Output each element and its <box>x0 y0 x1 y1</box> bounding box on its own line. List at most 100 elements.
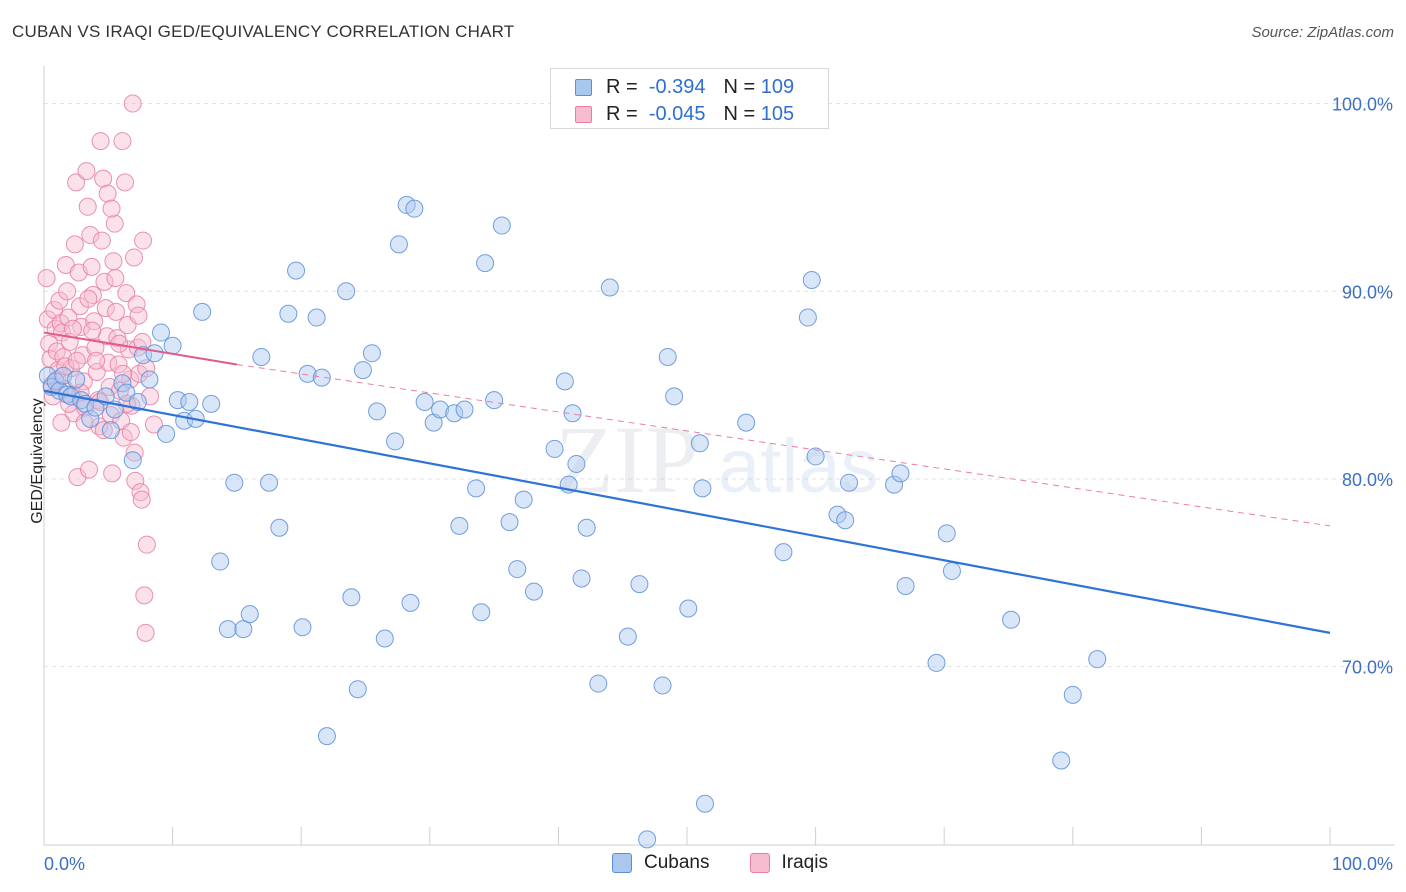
legend-swatch-cubans <box>612 853 632 873</box>
legend-item-cubans: Cubans <box>612 852 710 874</box>
iraqis-point <box>58 282 77 301</box>
watermark: ZIP atlas <box>555 406 879 513</box>
cubans-point <box>293 618 312 637</box>
cubans-point <box>234 620 253 639</box>
legend-label-cubans: Cubans <box>644 852 710 873</box>
legend-n-value: 109 <box>760 75 795 98</box>
iraqis-point <box>107 302 126 321</box>
cubans-point <box>424 413 443 432</box>
series-legend: Cubans Iraqis <box>612 852 868 874</box>
cubans-point <box>348 680 367 699</box>
cubans-point <box>375 629 394 648</box>
cubans-point <box>891 464 910 483</box>
cubans-point <box>163 336 182 355</box>
chart-title: CUBAN VS IRAQI GED/EQUIVALENCY CORRELATI… <box>12 22 515 41</box>
tick-labels: 70.0% 80.0% 90.0% 100.0% 0.0% 100.0% <box>44 95 1393 874</box>
iraqis-point <box>126 471 145 490</box>
cubans-point <box>260 473 279 492</box>
cubans-point <box>152 323 171 342</box>
cubans-point <box>218 620 237 639</box>
cubans-point <box>500 513 519 532</box>
iraqis-point <box>121 423 140 442</box>
cubans-point <box>455 400 474 419</box>
cubans-point <box>942 561 961 580</box>
y-tick-label: 70.0% <box>1342 658 1393 678</box>
cubans-point <box>937 524 956 543</box>
iraqis-point <box>94 421 113 440</box>
iraqis-point <box>137 535 156 554</box>
iraqis-trend-line <box>43 331 238 366</box>
cubans-point <box>737 413 756 432</box>
cubans-point <box>802 270 821 289</box>
cubans-point <box>405 199 424 218</box>
cubans-point <box>353 361 372 380</box>
cubans-point <box>279 304 298 323</box>
legend-swatch-iraqis <box>749 853 770 873</box>
iraqis-point <box>45 301 64 320</box>
cubans-point <box>492 216 511 235</box>
cubans-point <box>630 575 649 594</box>
cubans-trend-line <box>43 389 1331 634</box>
cubans-point <box>317 727 336 746</box>
legend-row-iraqis: R = -0.045 N = 105 <box>575 101 794 127</box>
cubans-point <box>342 588 361 607</box>
iraqis-trend-line-dashed <box>236 363 1331 527</box>
legend-n-value: 105 <box>760 102 795 125</box>
iraqis-point <box>92 231 111 250</box>
iraqis-point <box>103 464 122 483</box>
cubans-point <box>467 479 486 498</box>
cubans-point <box>1002 610 1021 629</box>
cubans-point <box>476 254 495 273</box>
legend-swatch-iraqis <box>575 105 592 123</box>
cubans-point <box>287 261 306 280</box>
iraqis-point <box>114 364 133 383</box>
cubans-point <box>896 576 915 595</box>
gridlines <box>44 103 1395 668</box>
cubans-point <box>113 374 132 393</box>
iraqis-point <box>132 490 151 509</box>
cubans-point <box>653 676 672 695</box>
iraqis-point <box>82 257 101 276</box>
legend-swatch-cubans <box>575 78 592 96</box>
cubans-point <box>450 516 469 535</box>
iraqis-point <box>79 289 98 308</box>
x-tick-label: 100.0% <box>1332 854 1393 874</box>
iraqis-point <box>65 235 84 254</box>
iraqis-point <box>133 332 152 351</box>
legend-r-label: R = <box>606 75 638 98</box>
y-tick-label: 80.0% <box>1342 470 1393 490</box>
cubans-point <box>307 308 326 327</box>
iraqis-point <box>125 443 144 462</box>
iraqis-point <box>104 252 123 271</box>
legend-n-label: N = <box>723 75 756 98</box>
iraqis-point <box>94 169 113 188</box>
iraqis-point <box>117 284 136 303</box>
cubans-point <box>679 599 698 618</box>
cubans-point <box>690 434 709 453</box>
iraqis-point <box>144 415 163 434</box>
iraqis-point <box>78 197 97 216</box>
cubans-point <box>840 473 859 492</box>
cubans-point <box>545 439 564 458</box>
legend-label-iraqis: Iraqis <box>781 852 828 873</box>
cubans-point <box>600 278 619 297</box>
cubans-point <box>225 473 244 492</box>
cubans-point <box>67 370 86 389</box>
iraqis-point <box>127 295 146 314</box>
cubans-point <box>415 393 434 412</box>
cubans-point <box>298 364 317 383</box>
cubans-point <box>270 518 289 537</box>
iraqis-point <box>40 334 59 353</box>
cubans-point <box>431 400 450 419</box>
cubans-point <box>134 346 153 365</box>
cubans-point <box>696 794 715 813</box>
iraqis-point <box>123 94 142 113</box>
iraqis-point <box>105 214 124 233</box>
iraqis-point <box>63 319 82 338</box>
x-tick-label: 0.0% <box>44 854 85 874</box>
iraqis-point <box>52 413 71 432</box>
y-tick-label: 100.0% <box>1332 95 1393 115</box>
cubans-point <box>572 569 591 588</box>
iraqis-point <box>98 184 117 203</box>
